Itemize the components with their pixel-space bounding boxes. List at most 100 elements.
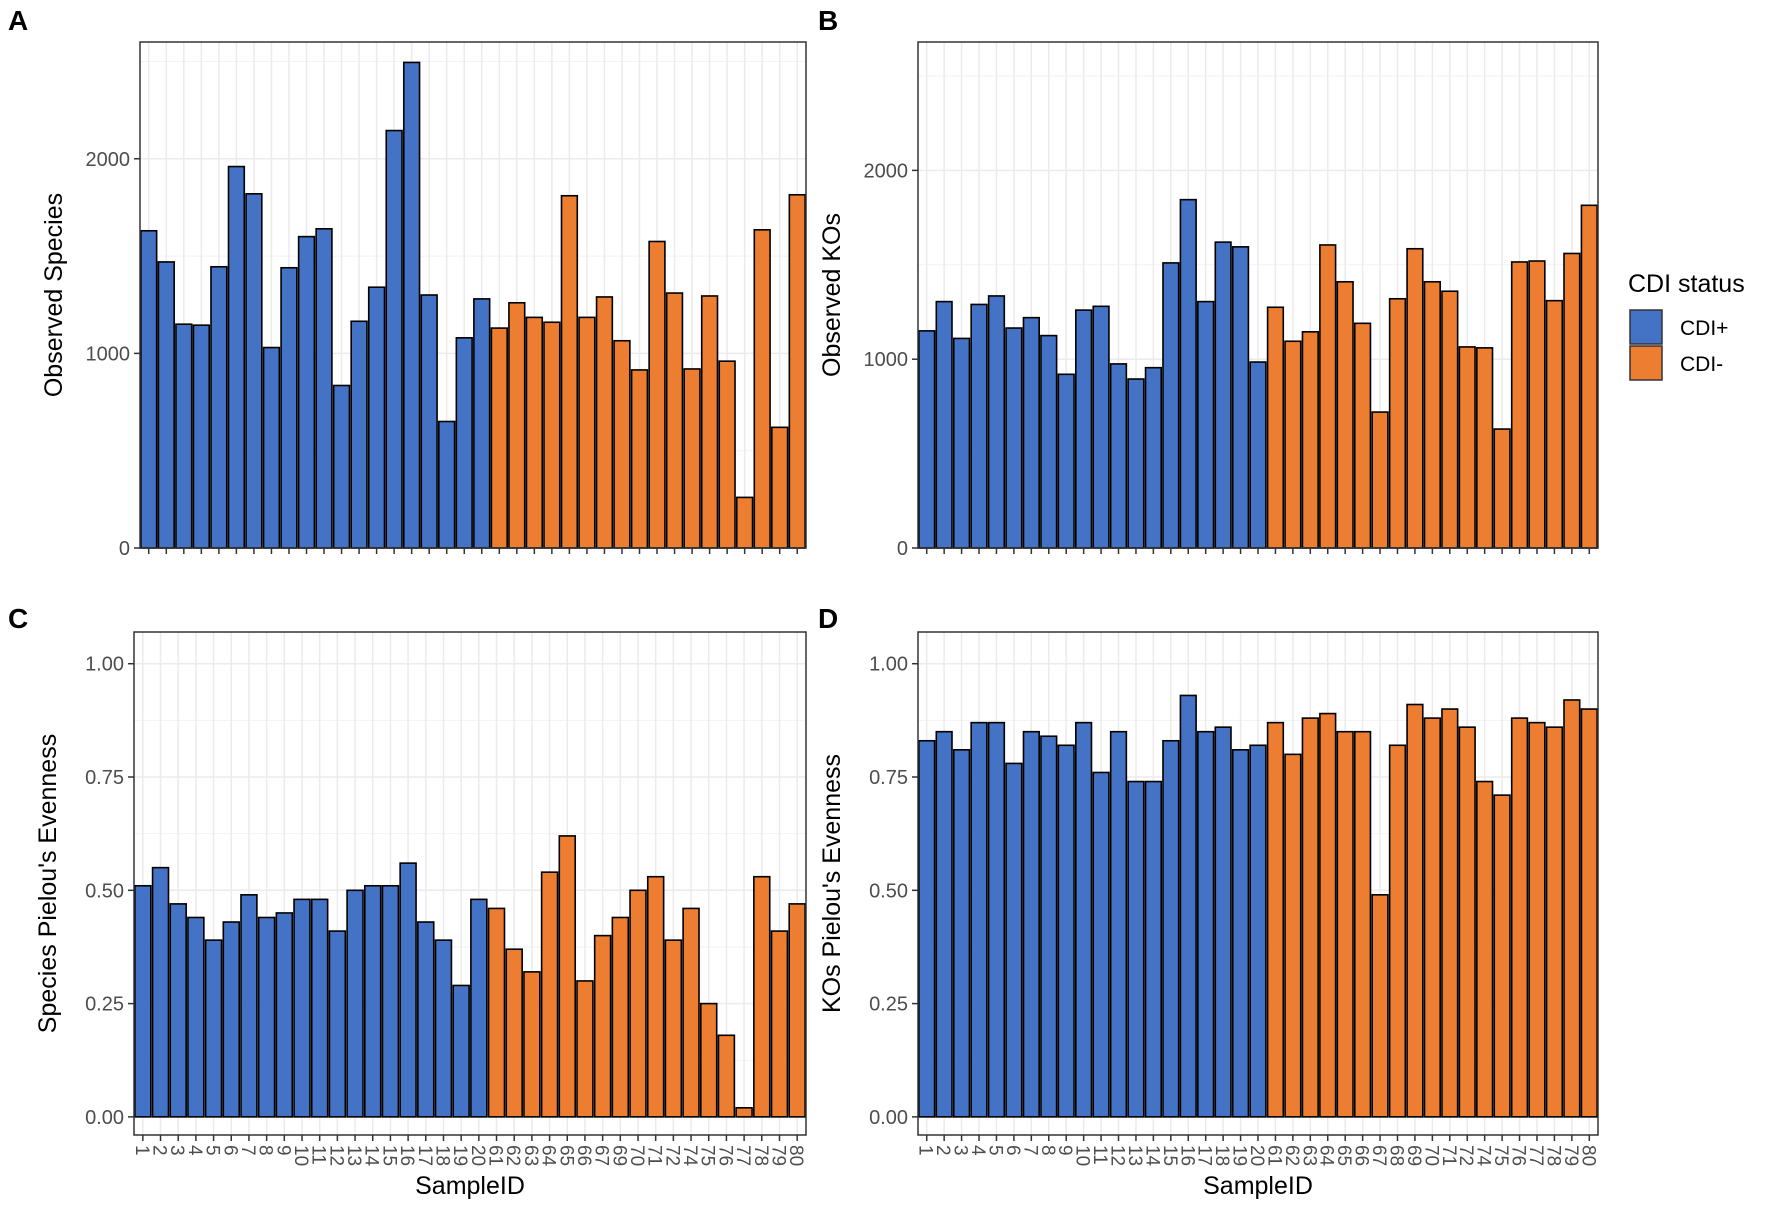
x-tick-label: 61 [1263,1145,1284,1166]
x-tick-label: 63 [1298,1145,1319,1166]
bar-sample-18 [434,939,453,1118]
bar-sample-63 [1301,331,1319,549]
bar-sample-6 [222,921,241,1118]
bar-sample-3 [175,323,193,549]
x-tick-label: 12 [325,1145,346,1166]
bar-sample-65 [560,194,579,549]
x-tick-label: 74 [679,1145,700,1167]
bar-sample-20 [1249,361,1267,549]
bar-sample-12 [332,384,351,549]
bar-sample-80 [1580,204,1598,549]
bar-sample-3 [952,749,971,1118]
x-tick-label: 19 [449,1145,470,1166]
x-tick-label: 3 [950,1145,971,1156]
bar-sample-62 [505,948,523,1118]
x-tick-label: 18 [431,1145,452,1166]
panel-border [139,41,807,549]
panel-b-letter: B [818,5,838,36]
bar-sample-64 [543,321,561,549]
x-tick-label: 14 [361,1145,382,1167]
x-tick-label: 65 [555,1145,576,1166]
bar-sample-61 [487,907,506,1118]
bar-sample-66 [1353,322,1372,549]
bar-sample-15 [385,129,403,549]
bar-sample-65 [1336,730,1354,1118]
x-tick-label: 80 [1577,1145,1598,1166]
bar-sample-10 [1074,721,1093,1118]
bar-sample-16 [1179,198,1197,549]
bar-sample-9 [1057,744,1075,1118]
x-tick-label: 4 [967,1145,988,1156]
bar-sample-13 [1127,378,1145,549]
bar-sample-69 [1406,703,1424,1118]
bar-sample-20 [473,298,491,549]
x-tick-label: 16 [396,1145,417,1166]
x-tick-label: 4 [184,1145,205,1156]
x-tick-label: 77 [1525,1145,1546,1166]
x-tick-label: 79 [1560,1145,1581,1166]
legend-swatch-cdi-neg [1629,345,1663,381]
bar-sample-79 [770,930,789,1118]
bar-sample-10 [297,235,316,549]
x-tick-label: 13 [343,1145,364,1166]
bar-sample-16 [399,862,417,1118]
bar-sample-61 [1266,306,1285,549]
bar-sample-13 [350,320,368,549]
y-tick-label: 0.00 [85,1107,124,1129]
bar-sample-7 [245,193,263,549]
bar-sample-65 [558,835,577,1118]
bar-sample-1 [134,884,152,1118]
bar-sample-71 [648,240,666,549]
bar-sample-77 [1528,260,1546,549]
x-tick-label: 17 [414,1145,435,1166]
bar-sample-80 [788,903,806,1118]
legend-label-cdi-pos: CDI+ [1680,317,1728,340]
bar-sample-10 [293,898,311,1118]
bar-sample-3 [952,337,971,549]
y-axis-title: Observed KOs [818,213,846,377]
bar-sample-71 [1441,708,1459,1118]
bar-sample-19 [1231,246,1250,549]
x-tick-label: 74 [1473,1145,1494,1167]
bar-sample-8 [1040,334,1058,549]
bar-sample-67 [595,296,614,549]
bar-sample-67 [1371,894,1389,1118]
x-tick-label: 5 [202,1145,223,1156]
panel-c: C 0.000.250.500.751.00123456789101112131… [8,603,807,1200]
y-tick-label: 1000 [864,349,909,371]
bar-sample-8 [1040,735,1058,1118]
y-tick-label: 0.75 [869,767,908,789]
bar-sample-78 [1545,726,1564,1118]
x-tick-label: 72 [661,1145,682,1166]
bar-sample-8 [262,346,281,549]
x-tick-label: 63 [520,1145,541,1166]
x-tick-label: 69 [1403,1145,1424,1166]
x-tick-label: 11 [308,1145,329,1165]
bar-sample-77 [735,1107,753,1118]
x-tick-label: 68 [1385,1145,1406,1166]
x-tick-label: 3 [166,1145,187,1156]
bar-sample-10 [1074,309,1093,549]
panel-a-letter: A [8,5,28,36]
bar-sample-5 [204,939,223,1118]
panel-d-letter: D [818,603,838,634]
bar-sample-80 [1580,708,1598,1118]
bar-sample-63 [1301,717,1319,1118]
bar-sample-1 [918,330,936,549]
bar-sample-15 [381,884,400,1118]
x-tick-label: 66 [573,1145,594,1166]
bar-sample-78 [753,875,771,1118]
bar-sample-69 [611,916,630,1118]
x-tick-label: 65 [1333,1145,1354,1166]
legend: CDI status CDI+ CDI- [1628,270,1745,381]
bar-sample-17 [417,921,435,1118]
bar-sample-63 [525,316,544,549]
x-axis-title: SampleID [415,1172,525,1200]
x-tick-label: 78 [1542,1145,1563,1166]
bar-sample-76 [1510,717,1529,1118]
bar-sample-14 [1144,780,1163,1118]
x-axis-title: SampleID [1203,1172,1313,1200]
y-axis-title: Observed Species [40,193,68,397]
bar-sample-15 [1162,262,1180,549]
x-tick-label: 20 [1246,1145,1267,1166]
